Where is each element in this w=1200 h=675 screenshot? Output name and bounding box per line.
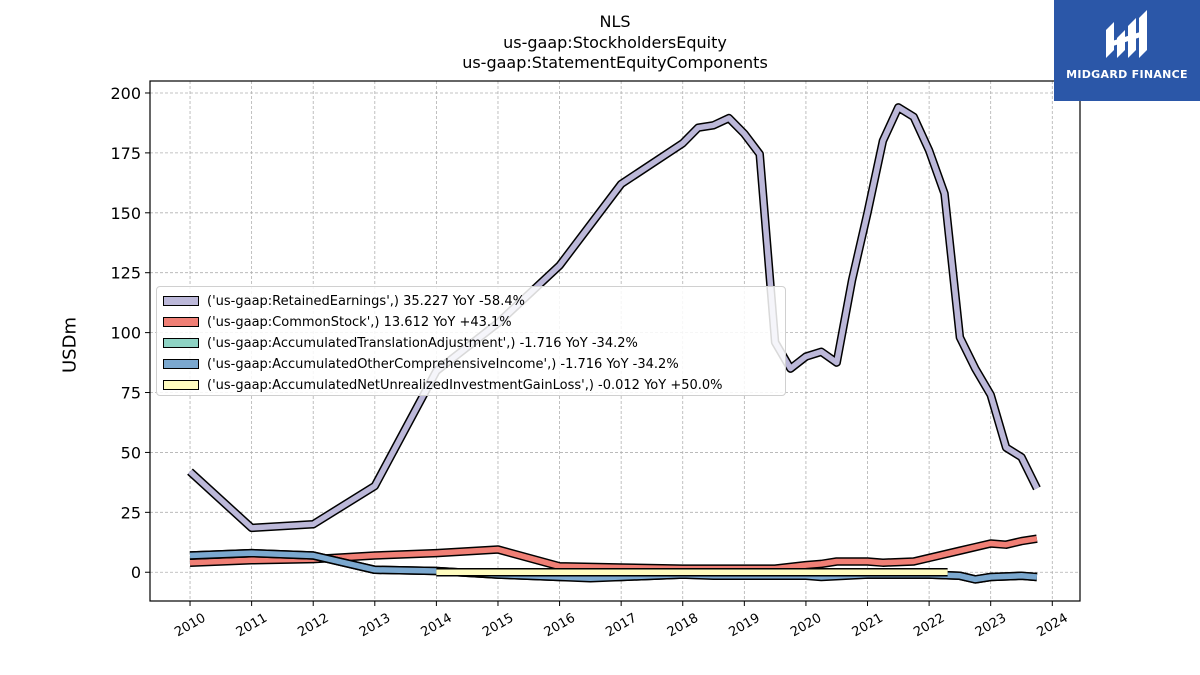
legend-swatch: [163, 317, 199, 327]
y-tick-label: 125: [110, 264, 141, 283]
chart-title-line-1: NLS: [599, 12, 631, 31]
x-tick-label: 2010: [172, 611, 208, 641]
legend-swatch: [163, 380, 199, 390]
x-tick-label: 2015: [480, 611, 516, 641]
x-tick-label: 2012: [295, 611, 331, 641]
legend-entry: ('us-gaap:RetainedEarnings',) 35.227 YoY…: [163, 291, 525, 311]
y-tick-label: 175: [110, 144, 141, 163]
x-tick-label: 2013: [357, 611, 393, 641]
x-tick-label: 2019: [727, 611, 763, 641]
y-axis-label: USDm: [59, 317, 81, 373]
legend-swatch: [163, 338, 199, 348]
y-tick-label: 150: [110, 204, 141, 223]
series-line-1: [189, 535, 1038, 572]
legend-entry: ('us-gaap:CommonStock',) 13.612 YoY +43.…: [163, 312, 512, 332]
legend-swatch: [163, 359, 199, 369]
chart-title-line-2: us-gaap:StockholdersEquity: [503, 33, 727, 52]
legend-entry: ('us-gaap:AccumulatedTranslationAdjustme…: [163, 333, 638, 353]
plot-frame: [149, 80, 1081, 602]
legend-label: ('us-gaap:AccumulatedTranslationAdjustme…: [207, 335, 638, 351]
y-tick-label: 200: [110, 84, 141, 103]
x-tick-label: 2021: [850, 611, 886, 641]
x-tick-label: 2016: [542, 611, 578, 641]
y-tick-label: 50: [121, 443, 141, 462]
y-tick-label: 25: [121, 503, 141, 522]
legend-label: ('us-gaap:CommonStock',) 13.612 YoY +43.…: [207, 314, 512, 330]
x-tick-label: 2014: [419, 611, 455, 641]
x-tick-label: 2011: [234, 611, 270, 641]
midgard-finance-logo: MIDGARD FINANCE: [1054, 0, 1200, 101]
chart-title-line-3: us-gaap:StatementEquityComponents: [462, 53, 768, 72]
x-tick-label: 2018: [665, 611, 701, 641]
x-tick-label: 2017: [603, 611, 639, 641]
legend-entry: ('us-gaap:AccumulatedOtherComprehensiveI…: [163, 354, 679, 374]
legend-label: ('us-gaap:AccumulatedOtherComprehensiveI…: [207, 356, 679, 372]
midgard-logo-icon: [1106, 10, 1147, 58]
x-tick-label: 2024: [1034, 611, 1070, 641]
y-tick-label: 100: [110, 324, 141, 343]
y-tick-label: 75: [121, 384, 141, 403]
x-tick-label: 2022: [911, 611, 947, 641]
x-tick-label: 2023: [973, 611, 1009, 641]
legend-label: ('us-gaap:AccumulatedNetUnrealizedInvest…: [207, 377, 723, 393]
legend-entry: ('us-gaap:AccumulatedNetUnrealizedInvest…: [163, 375, 723, 395]
y-tick-label: 0: [131, 563, 141, 582]
x-tick-label: 2020: [788, 611, 824, 641]
legend-label: ('us-gaap:RetainedEarnings',) 35.227 YoY…: [207, 293, 525, 309]
logo-text: MIDGARD FINANCE: [1066, 68, 1188, 81]
legend-swatch: [163, 296, 199, 306]
chart-legend: ('us-gaap:RetainedEarnings',) 35.227 YoY…: [156, 286, 786, 396]
